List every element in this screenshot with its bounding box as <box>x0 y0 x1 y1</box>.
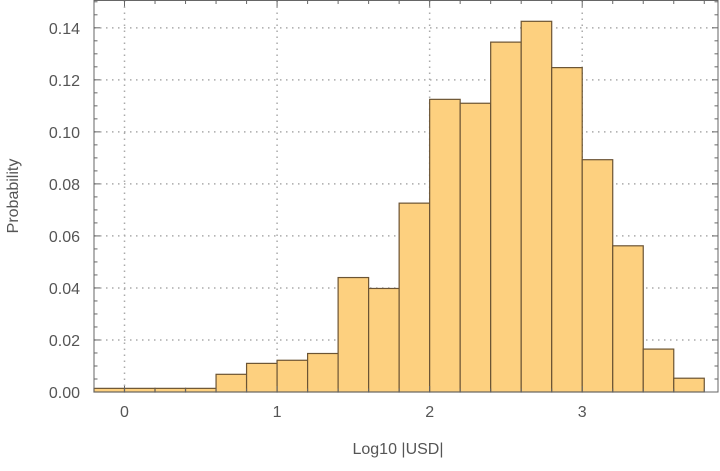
histogram-bar <box>306 352 339 393</box>
histogram-bar <box>154 387 187 393</box>
plot-frame <box>93 0 719 393</box>
histogram-bar <box>673 377 705 393</box>
y-tick-label: 0.02 <box>49 333 80 350</box>
y-tick-label: 0.10 <box>49 125 80 142</box>
y-tick-label: 0.06 <box>49 229 80 246</box>
histogram-bar <box>642 348 675 393</box>
histogram-bar <box>184 387 217 393</box>
y-tick-label: 0.12 <box>49 73 80 90</box>
histogram-bar <box>581 159 614 393</box>
histogram-bar <box>398 202 431 393</box>
x-tick-label: 2 <box>425 404 434 421</box>
histogram-bar <box>612 245 644 393</box>
histogram-bar <box>368 287 400 393</box>
histogram-bar <box>215 373 248 393</box>
y-tick-label: 0.04 <box>49 281 80 298</box>
bars <box>93 20 705 393</box>
y-tick-label: 0.08 <box>49 177 80 194</box>
histogram-bar <box>276 359 309 393</box>
histogram-bar <box>551 67 583 393</box>
histogram-bar <box>123 387 156 393</box>
histogram-bar <box>459 102 492 393</box>
y-tick-label: 0.00 <box>49 385 80 402</box>
x-tick-label: 0 <box>120 404 129 421</box>
histogram-bar <box>520 20 553 393</box>
y-tick-label: 0.14 <box>49 21 80 38</box>
ticks: 0 1 2 3 0.00 0.02 0.04 0.06 0.08 0.10 0.12 0.14 <box>49 0 718 421</box>
histogram-bar <box>490 41 522 393</box>
x-tick-label: 1 <box>273 404 282 421</box>
x-axis-label: Log10 |USD| <box>352 441 443 458</box>
histogram-bar <box>93 387 126 393</box>
histogram-bar <box>337 276 370 393</box>
y-axis-label: Probability <box>5 159 22 234</box>
x-tick-label: 3 <box>578 404 587 421</box>
histogram-bar <box>429 98 461 393</box>
histogram-bar <box>245 362 278 393</box>
